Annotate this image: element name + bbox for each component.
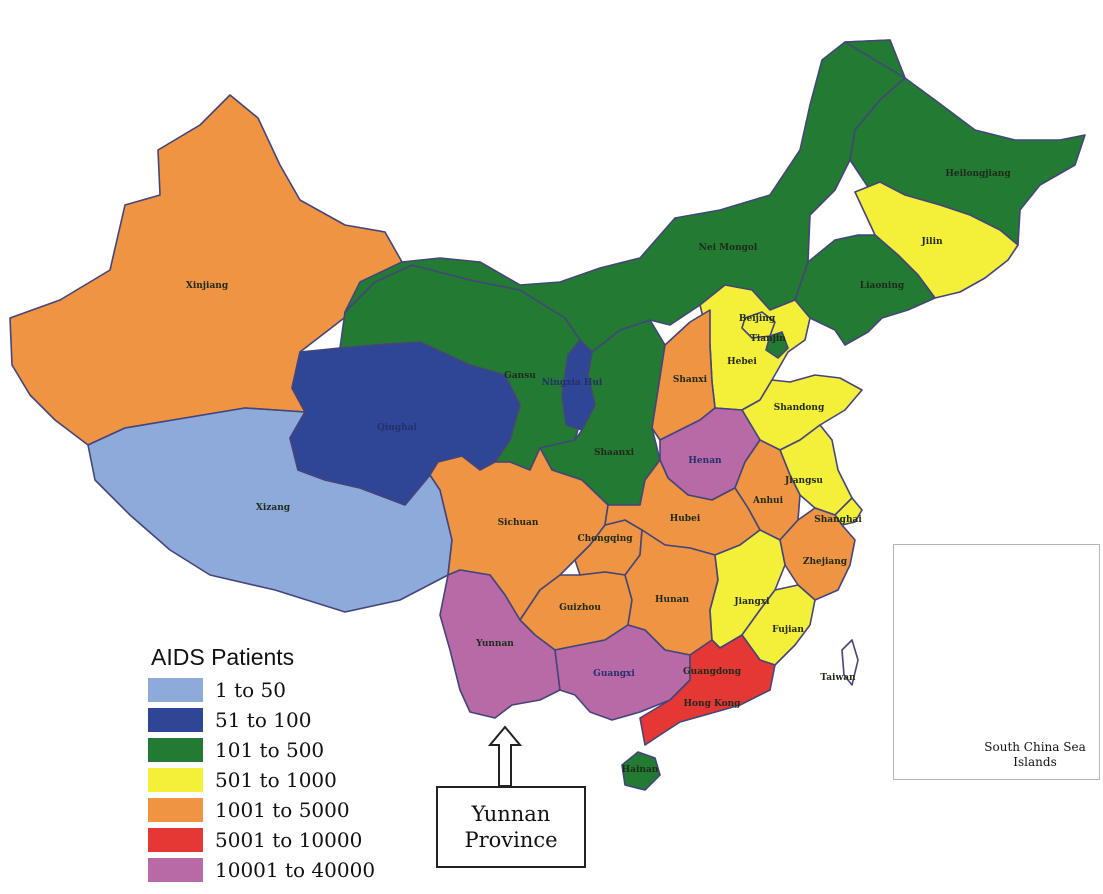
province-tianjin (765, 331, 789, 359)
label-hongkong: Hong Kong (684, 699, 742, 709)
callout-line2: Province (464, 828, 558, 852)
label-qinghai: Qinghai (377, 423, 417, 433)
province-liaoning (794, 234, 936, 346)
callout-line1: Yunnan (471, 802, 551, 826)
label-hubei: Hubei (670, 514, 701, 524)
province-hainan (621, 751, 661, 791)
label-jilin: Jilin (920, 237, 943, 247)
province-heilongjiang (844, 39, 1086, 246)
label-zhejiang: Zhejiang (803, 557, 848, 567)
label-shaanxi: Shaanxi (594, 448, 635, 458)
label-liaoning: Liaoning (860, 281, 905, 291)
legend-swatch (148, 798, 203, 822)
label-ningxia: Ningxia Hui (542, 378, 603, 388)
legend-item: 101 to 500 (148, 735, 408, 765)
legend-swatch (148, 708, 203, 732)
legend-label: 501 to 1000 (215, 768, 337, 792)
label-xinjiang: Xinjiang (186, 281, 229, 291)
label-hunan: Hunan (655, 595, 689, 605)
legend-swatch (148, 678, 203, 702)
label-fujian: Fujian (772, 625, 804, 635)
label-taiwan: Taiwan (820, 673, 856, 683)
label-guizhou: Guizhou (559, 603, 601, 613)
legend-item: 1 to 50 (148, 675, 408, 705)
label-tianjin: Tianjin (750, 334, 786, 344)
yunnan-callout-box: Yunnan Province (436, 786, 586, 868)
legend-item: 5001 to 10000 (148, 825, 408, 855)
province-hubei (604, 459, 761, 556)
label-beijing: Beijing (739, 314, 776, 324)
legend-title: AIDS Patients (151, 644, 295, 670)
inset-label-line2: Islands (1013, 755, 1057, 769)
legend: AIDS Patients 1 to 50 51 to 100 101 to 5… (148, 643, 408, 885)
legend-label: 51 to 100 (215, 708, 312, 732)
label-henan: Henan (688, 456, 722, 466)
legend-item: 501 to 1000 (148, 765, 408, 795)
label-yunnan: Yunnan (475, 639, 514, 649)
label-anhui: Anhui (752, 496, 784, 506)
label-heilongjiang: Heilongjiang (945, 169, 1011, 179)
label-shanxi: Shanxi (673, 375, 708, 385)
label-guangxi: Guangxi (593, 669, 635, 679)
legend-item: 10001 to 40000 (148, 855, 408, 885)
province-zhejiang (779, 507, 856, 601)
legend-label: 101 to 500 (215, 738, 325, 762)
legend-swatch (148, 858, 203, 882)
label-jiangxi: Jiangxi (733, 597, 770, 607)
label-jiangsu: Jiangsu (784, 476, 823, 486)
label-shanghai: Shanghai (814, 515, 862, 525)
inset-label: South China Sea Islands (975, 740, 1095, 770)
label-hainan: Hainan (622, 765, 659, 775)
province-yunnan (439, 569, 561, 719)
inset-label-line1: South China Sea (984, 740, 1086, 754)
legend-label: 10001 to 40000 (215, 858, 376, 882)
legend-swatch (148, 828, 203, 852)
province-guangdong (639, 634, 776, 746)
label-guangdong: Guangdong (683, 667, 742, 677)
yunnan-callout-arrow (487, 725, 523, 787)
label-chongqing: Chongqing (577, 534, 633, 544)
province-taiwan (841, 639, 859, 686)
legend-item: 1001 to 5000 (148, 795, 408, 825)
legend-label: 5001 to 10000 (215, 828, 363, 852)
label-sichuan: Sichuan (498, 518, 539, 528)
legend-label: 1 to 50 (215, 678, 286, 702)
legend-swatch (148, 738, 203, 762)
legend-swatch (148, 768, 203, 792)
legend-item: 51 to 100 (148, 705, 408, 735)
south-china-sea-inset (893, 544, 1100, 780)
label-shandong: Shandong (774, 403, 825, 413)
label-hebei: Hebei (727, 357, 757, 367)
legend-label: 1001 to 5000 (215, 798, 350, 822)
label-neimongol: Nei Mongol (699, 243, 758, 253)
label-gansu: Gansu (504, 371, 536, 381)
label-xizang: Xizang (256, 503, 291, 513)
